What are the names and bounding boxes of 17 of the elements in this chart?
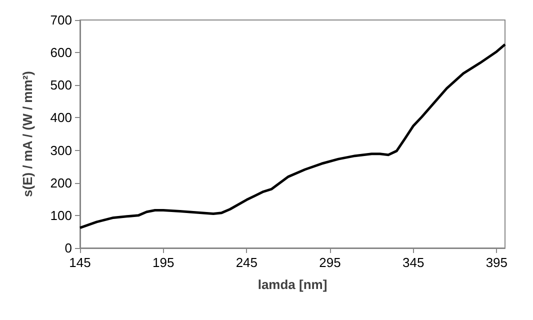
x-tick-label: 195 <box>152 255 174 270</box>
x-tick-label: 145 <box>69 255 91 270</box>
x-tick-label: 345 <box>402 255 424 270</box>
x-axis-title: lamda [nm] <box>258 277 328 292</box>
y-tick-label: 500 <box>50 78 72 93</box>
y-tick-label: 100 <box>50 208 72 223</box>
y-tick-label: 200 <box>50 175 72 190</box>
x-tick-label: 295 <box>319 255 341 270</box>
y-tick-label: 400 <box>50 110 72 126</box>
line-series <box>78 43 506 230</box>
y-axis-title: s(E) / mA / (W / mm²) <box>20 71 35 197</box>
x-tick-label: 395 <box>486 255 508 270</box>
y-tick-label: 600 <box>50 45 72 60</box>
y-tick-label: 700 <box>50 12 72 28</box>
y-tick-label: 0 <box>64 240 72 256</box>
x-tick-label: 245 <box>236 255 258 270</box>
y-tick-label: 300 <box>50 142 72 158</box>
